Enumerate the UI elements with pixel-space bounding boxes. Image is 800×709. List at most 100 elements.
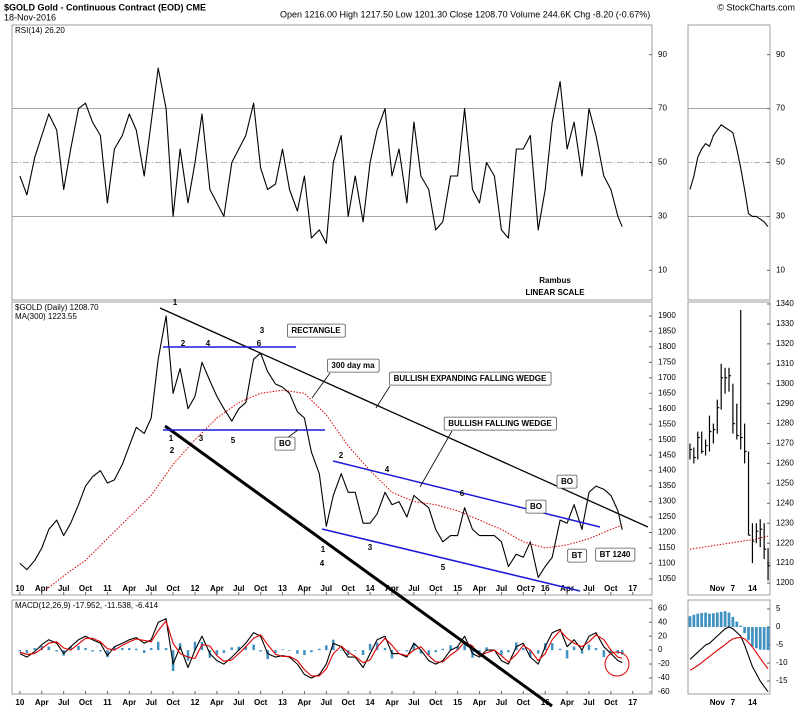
series-line	[19, 67, 623, 244]
annotation: 4	[385, 465, 390, 474]
y-tick-label: 1320	[776, 339, 794, 348]
y-tick-label: 50	[776, 158, 785, 167]
x-tick-label: Oct	[604, 698, 618, 707]
histogram-bar	[353, 650, 357, 651]
x-tick-label: Oct	[604, 584, 618, 593]
histogram-bar	[507, 650, 510, 653]
histogram-bar	[463, 644, 466, 651]
y-tick-label: 1850	[658, 327, 676, 336]
x-tick-label: 7	[731, 584, 736, 593]
series-line	[689, 535, 769, 550]
y-tick-label: 90	[776, 50, 785, 59]
x-tick-label: Jul	[58, 698, 70, 707]
x-tick-label: Apr	[298, 698, 312, 707]
histogram-bar	[237, 646, 241, 651]
histogram-bar	[77, 645, 80, 651]
x-tick-label: 11	[103, 698, 112, 707]
y-tick-label: 1150	[658, 543, 676, 552]
y-tick-label: 1800	[658, 342, 676, 351]
callout-box	[443, 416, 557, 431]
y-tick-label: 1290	[776, 399, 794, 408]
histogram-bar	[522, 648, 525, 651]
histogram-bar	[735, 621, 739, 628]
histogram-bar	[712, 613, 715, 628]
annotation: 7	[531, 585, 536, 594]
histogram-bar	[412, 643, 416, 651]
x-tick-label: 14	[748, 698, 757, 707]
y-tick-label: 1450	[658, 450, 676, 459]
annotation: BO	[561, 477, 573, 486]
histogram-bar	[727, 612, 731, 628]
histogram-bar	[281, 649, 284, 651]
y-tick-label: -5	[776, 640, 784, 649]
x-tick-label: Apr	[210, 698, 224, 707]
pointer	[419, 430, 453, 488]
legend: MACD(12,26,9) -17.952, -11.538, -6.414	[15, 601, 159, 610]
series-line	[689, 124, 769, 228]
histogram-bar	[434, 650, 437, 653]
annotation: 5	[441, 563, 446, 572]
x-tick-label: Oct	[517, 698, 531, 707]
histogram-bar	[69, 646, 72, 651]
annotation: 6	[257, 339, 262, 348]
histogram-bar	[318, 648, 321, 651]
series-line	[19, 315, 623, 578]
histogram-bar	[325, 645, 328, 651]
histogram-bar	[106, 650, 109, 658]
histogram-bar	[536, 650, 540, 654]
histogram-bar	[565, 650, 569, 659]
x-tick-label: 13	[278, 584, 287, 593]
series-line	[689, 636, 769, 671]
annotation: BO	[530, 502, 542, 511]
y-tick-label: 30	[658, 212, 667, 221]
x-tick-label: 12	[191, 584, 200, 593]
x-tick-label: Oct	[517, 584, 531, 593]
annotation: 2	[170, 446, 175, 455]
histogram-bar	[723, 611, 727, 628]
histogram-bar	[368, 643, 372, 651]
symbol-line: $GOLD Gold - Continuous Contract (EOD) C…	[4, 2, 206, 12]
annotation: 3	[260, 326, 265, 335]
histogram-bar	[696, 613, 700, 628]
x-tick-label: Oct	[166, 584, 180, 593]
x-tick-label: Jul	[58, 584, 70, 593]
histogram-bar	[200, 641, 204, 651]
y-tick-label: 1210	[776, 558, 794, 567]
histogram-bar	[25, 650, 29, 653]
histogram-bar	[135, 648, 138, 651]
panel-frame	[11, 301, 653, 596]
y-tick-label: 1550	[658, 419, 676, 428]
histogram-bar	[397, 650, 401, 651]
x-tick-label: Apr	[35, 698, 49, 707]
x-tick-label: Oct	[166, 698, 180, 707]
annotation: BO	[279, 439, 291, 448]
histogram-bar	[419, 650, 423, 654]
x-tick-label: 10	[15, 584, 24, 593]
x-tick-label: 17	[628, 698, 637, 707]
x-tick-label: Oct	[342, 698, 356, 707]
histogram-bar	[149, 648, 153, 651]
trendline	[321, 528, 581, 592]
histogram-bar	[156, 641, 160, 651]
x-tick-label: Apr	[210, 584, 224, 593]
y-tick-label: 1330	[776, 319, 794, 328]
x-tick-label: Apr	[560, 698, 574, 707]
histogram-bar	[754, 627, 758, 649]
y-tick-label: 70	[658, 104, 667, 113]
histogram-bar	[266, 650, 269, 660]
histogram-bar	[230, 647, 234, 651]
callout-box	[567, 548, 587, 563]
histogram-bar	[580, 650, 584, 654]
annotation: 4	[206, 339, 211, 348]
histogram-bar	[339, 650, 343, 651]
histogram-bar	[731, 616, 735, 628]
annotation: 1	[321, 545, 326, 554]
x-tick-label: 15	[453, 584, 462, 593]
annotation: 4	[320, 559, 325, 568]
y-tick-label: 1400	[658, 466, 676, 475]
callout-box	[556, 474, 578, 489]
annotation: BT 1240	[600, 550, 631, 559]
histogram-bar	[762, 627, 766, 650]
y-tick-label: 1280	[776, 419, 794, 428]
